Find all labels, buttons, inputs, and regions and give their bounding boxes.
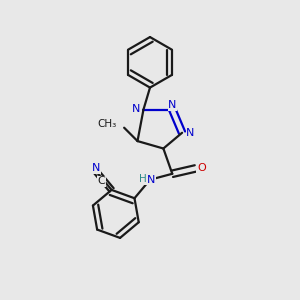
Text: C: C — [98, 176, 106, 186]
Text: CH₃: CH₃ — [98, 119, 117, 129]
Text: N: N — [132, 104, 140, 114]
Text: H: H — [139, 174, 146, 184]
Text: N: N — [168, 100, 176, 110]
Text: O: O — [197, 164, 206, 173]
Text: N: N — [92, 163, 100, 173]
Text: N: N — [186, 128, 195, 138]
Text: N: N — [147, 175, 156, 185]
